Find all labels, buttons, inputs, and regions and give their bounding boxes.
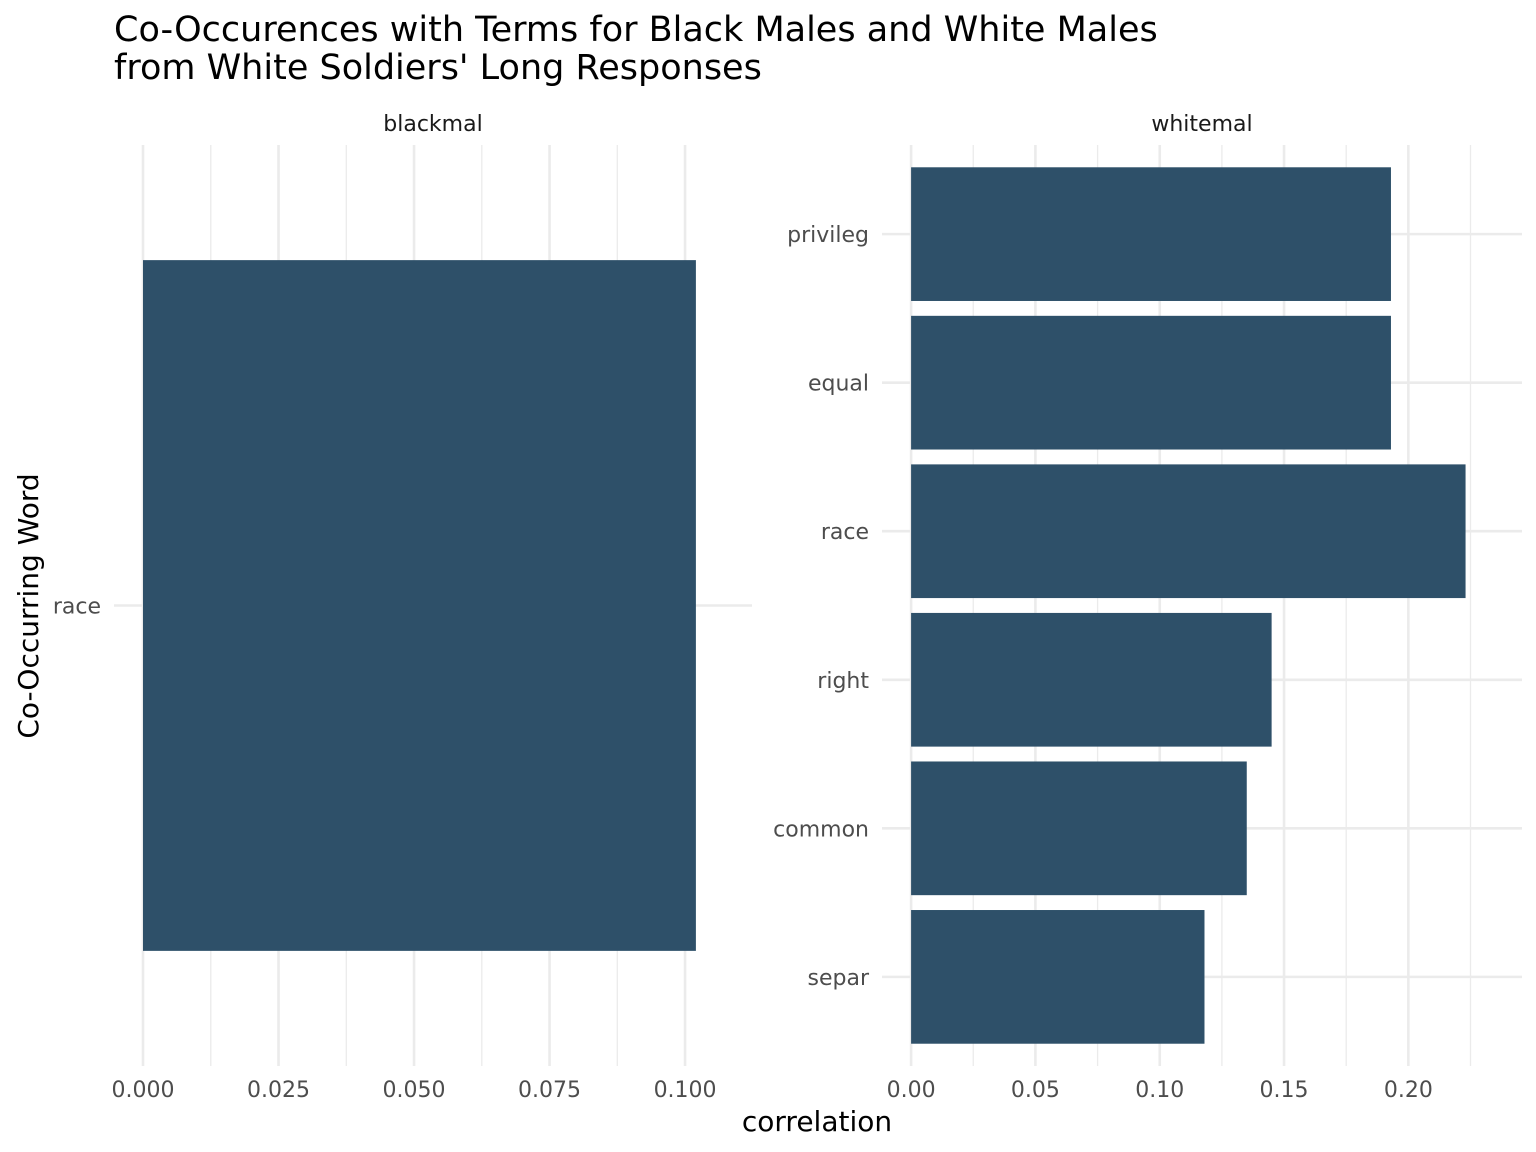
panel-whitemal: privileg equal race right common separ 0.00 0.0… xyxy=(773,112,1522,1103)
bar-blackmal-race xyxy=(143,260,696,951)
x-tick-label: 0.20 xyxy=(1384,1078,1433,1103)
x-tick-label: 0.025 xyxy=(247,1078,310,1103)
bar-whitemal-right xyxy=(911,612,1272,747)
panel-blackmal: race 0.000 0.025 0.050 0.075 0.100 blackmal xyxy=(53,112,752,1103)
bar-whitemal-separ xyxy=(911,910,1205,1044)
chart-title-line-2: from White Soldiers' Long Responses xyxy=(114,48,762,88)
facet-panels: race 0.000 0.025 0.050 0.075 0.100 blackmal pri… xyxy=(53,112,1522,1103)
x-tick-label: 0.00 xyxy=(887,1078,936,1103)
y-tick-label: common xyxy=(773,817,869,842)
y-tick-label: equal xyxy=(808,372,869,397)
y-tick-label: race xyxy=(53,595,101,620)
x-tick-label: 0.05 xyxy=(1011,1078,1060,1103)
bar-whitemal-race xyxy=(911,464,1466,599)
facet-strip-label: blackmal xyxy=(383,112,482,137)
chart-title-line-1: Co-Occurences with Terms for Black Males… xyxy=(114,10,1158,50)
bar-whitemal-common xyxy=(911,761,1247,896)
x-tick-label: 0.100 xyxy=(654,1078,717,1103)
x-tick-label: 0.050 xyxy=(383,1078,446,1103)
y-tick-label: right xyxy=(817,669,869,694)
bar-whitemal-privileg xyxy=(911,167,1391,301)
x-tick-label: 0.15 xyxy=(1260,1078,1309,1103)
y-axis-title: Co-Occurring Word xyxy=(12,473,45,738)
facet-strip-label: whitemal xyxy=(1151,112,1252,137)
bar-whitemal-equal xyxy=(911,315,1391,450)
x-tick-label: 0.10 xyxy=(1135,1078,1184,1103)
y-tick-label: race xyxy=(821,520,869,545)
y-tick-label: privileg xyxy=(787,223,869,248)
x-axis-title: correlation xyxy=(742,1105,892,1138)
x-tick-label: 0.075 xyxy=(518,1078,581,1103)
y-tick-label: separ xyxy=(808,966,870,991)
x-tick-label: 0.000 xyxy=(112,1078,175,1103)
